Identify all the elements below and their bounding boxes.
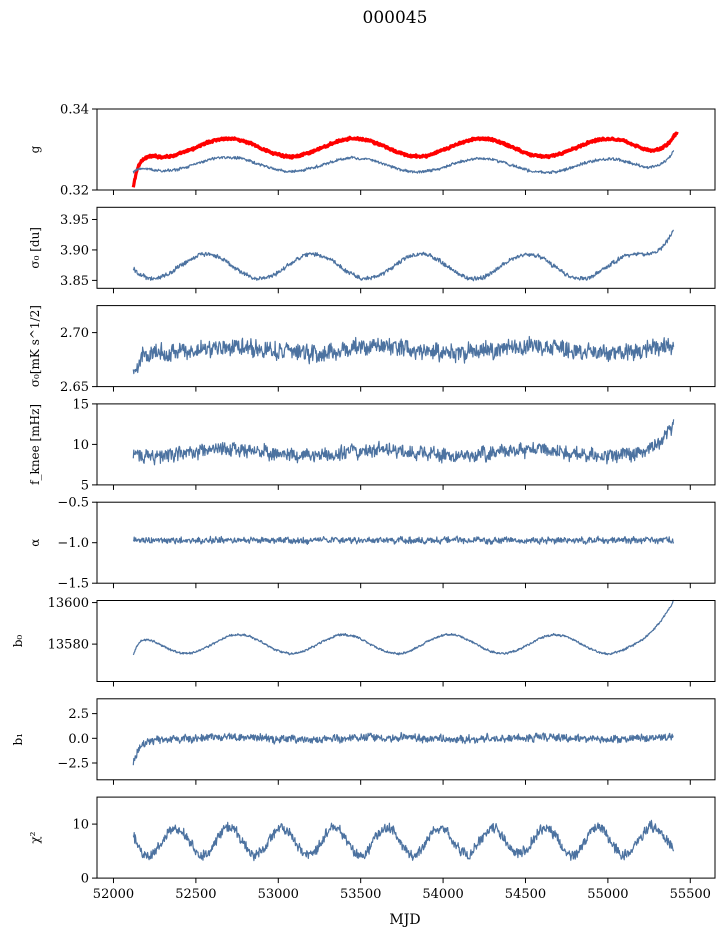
- axes-frame-b0: [96, 600, 716, 682]
- y-tick-label-sigma0_du-0: 3.85: [60, 274, 89, 289]
- y-tick-label-sigma0_mKs-1: 2.70: [60, 326, 89, 341]
- y-axis-label-alpha: α: [28, 539, 42, 547]
- series-line-alpha-0: [132, 535, 675, 545]
- y-tick-label-g-0: 0.32: [60, 184, 89, 199]
- y-tick-label-b1-0: −2.5: [57, 757, 89, 772]
- y-axis-label-sigma0_mKs: σ₀[mK s^1/2]: [28, 305, 42, 387]
- y-tick-label-alpha-2: −0.5: [57, 496, 89, 511]
- series-line-g-1: [132, 150, 675, 175]
- series-line-fknee-0: [132, 419, 675, 466]
- panel-b1: −2.5 0.0 2.5 b₁: [11, 698, 716, 785]
- y-axis-label-chi2: χ²: [28, 831, 42, 843]
- panel-g: 0.32 0.34 g: [28, 103, 716, 199]
- y-axis-label-b0: b₀: [11, 635, 25, 648]
- y-axis-label-fknee: f_knee [mHz]: [28, 404, 42, 485]
- y-tick-label-sigma0_du-1: 3.90: [60, 243, 89, 258]
- y-tick-label-g-1: 0.34: [60, 103, 89, 118]
- y-tick-label-alpha-1: −1.0: [57, 536, 89, 551]
- series-line-sigma0_mKs-0: [132, 335, 675, 375]
- y-tick-label-alpha-0: −1.5: [57, 577, 89, 592]
- axes-frame-sigma0_mKs: [96, 305, 716, 388]
- series-line-g-0: [131, 131, 679, 188]
- panel-sigma0_du: 3.85 3.90 3.95 σ₀ [du]: [28, 206, 716, 294]
- panel-fknee: 5 10 15 f_knee [mHz]: [28, 397, 716, 493]
- axes-frame-b1: [96, 698, 716, 781]
- x-axis-label: MJD: [389, 912, 420, 928]
- panels: 0.32 0.34 g 3.85 3.90 3.95 σ₀ [du] 2.65 2.70 σ₀[m…: [11, 103, 716, 902]
- y-tick-label-b1-2: 2.5: [68, 707, 89, 722]
- x-tick-label-1: 52500: [175, 887, 216, 902]
- figure-title: 000045: [363, 8, 428, 28]
- y-tick-label-fknee-2: 15: [72, 397, 89, 412]
- y-tick-label-fknee-0: 5: [81, 478, 89, 493]
- y-axis-label-b1: b₁: [11, 733, 25, 746]
- y-tick-label-sigma0_mKs-0: 2.65: [60, 380, 89, 395]
- y-axis-label-g: g: [28, 145, 42, 153]
- axes-frame-sigma0_du: [96, 206, 716, 289]
- x-tick-label-3: 53500: [340, 887, 381, 902]
- y-tick-label-b0-0: 13580: [48, 638, 89, 653]
- series-line-chi2-0: [132, 819, 675, 862]
- x-tick-label-4: 54000: [422, 887, 463, 902]
- panel-alpha: −1.5 −1.0 −0.5 α: [28, 496, 716, 592]
- panel-b0: 13580 13600 b₀: [11, 596, 716, 687]
- y-tick-label-sigma0_du-2: 3.95: [60, 213, 89, 228]
- axes-frame-chi2: [96, 796, 716, 879]
- series-line-b0-0: [132, 599, 674, 656]
- panel-chi2: 0 10 χ² 52000 52500 53000 53500 54000 54500 55000…: [28, 796, 716, 902]
- y-tick-label-chi2-1: 10: [72, 818, 89, 833]
- x-tick-label-0: 52000: [93, 887, 134, 902]
- axes-frame-g: [96, 108, 716, 191]
- x-tick-label-7: 55500: [670, 887, 711, 902]
- y-tick-label-chi2-0: 0: [81, 872, 89, 887]
- y-tick-label-fknee-1: 10: [72, 438, 89, 453]
- series-line-sigma0_du-0: [132, 229, 675, 282]
- y-axis-label-sigma0_du: σ₀ [du]: [28, 227, 42, 269]
- x-tick-label-2: 53000: [258, 887, 299, 902]
- axes-frame-fknee: [96, 403, 716, 486]
- y-tick-label-b1-1: 0.0: [68, 732, 89, 747]
- y-tick-label-b0-1: 13600: [48, 596, 89, 611]
- x-tick-label-5: 54500: [505, 887, 546, 902]
- x-tick-label-6: 55000: [587, 887, 628, 902]
- series-line-b1-0: [132, 731, 674, 766]
- panel-sigma0_mKs: 2.65 2.70 σ₀[mK s^1/2]: [28, 305, 716, 395]
